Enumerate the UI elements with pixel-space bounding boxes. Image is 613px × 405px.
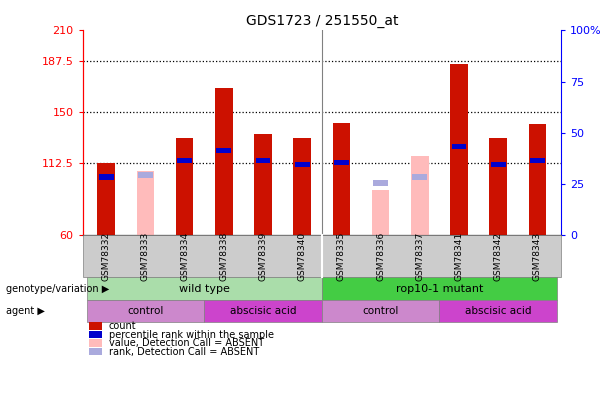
- Bar: [97, 163, 115, 235]
- Text: GSM78338: GSM78338: [219, 232, 229, 281]
- Bar: [413, 174, 427, 180]
- Bar: [294, 138, 311, 235]
- Text: count: count: [109, 321, 136, 331]
- Text: GSM78333: GSM78333: [141, 232, 150, 281]
- Text: GSM78337: GSM78337: [415, 232, 424, 281]
- Bar: [137, 171, 154, 235]
- Text: control: control: [128, 306, 164, 316]
- Bar: [176, 138, 194, 235]
- Bar: [295, 162, 310, 167]
- Text: abscisic acid: abscisic acid: [465, 306, 531, 316]
- Bar: [138, 172, 153, 178]
- Bar: [528, 124, 546, 235]
- Text: genotype/variation ▶: genotype/variation ▶: [6, 284, 109, 294]
- Title: GDS1723 / 251550_at: GDS1723 / 251550_at: [246, 14, 398, 28]
- Bar: [216, 148, 231, 153]
- Bar: [334, 160, 349, 165]
- Text: rop10-1 mutant: rop10-1 mutant: [396, 284, 483, 294]
- Text: GSM78335: GSM78335: [337, 232, 346, 281]
- Text: GSM78343: GSM78343: [533, 232, 542, 281]
- Bar: [373, 180, 388, 186]
- Bar: [215, 87, 233, 235]
- Bar: [491, 162, 506, 167]
- Text: percentile rank within the sample: percentile rank within the sample: [109, 330, 273, 339]
- Text: rank, Detection Call = ABSENT: rank, Detection Call = ABSENT: [109, 347, 259, 356]
- Text: GSM78334: GSM78334: [180, 232, 189, 281]
- Text: control: control: [362, 306, 399, 316]
- Bar: [452, 143, 466, 149]
- Bar: [254, 134, 272, 235]
- Text: GSM78340: GSM78340: [298, 232, 306, 281]
- Bar: [530, 158, 545, 163]
- Text: wild type: wild type: [179, 284, 230, 294]
- Bar: [372, 190, 389, 235]
- Bar: [256, 158, 270, 163]
- Bar: [411, 156, 428, 235]
- Text: GSM78332: GSM78332: [102, 232, 111, 281]
- Text: GSM78339: GSM78339: [259, 232, 267, 281]
- Bar: [450, 64, 468, 235]
- Bar: [99, 174, 114, 180]
- Bar: [489, 138, 507, 235]
- Text: GSM78342: GSM78342: [493, 232, 503, 281]
- Text: GSM78336: GSM78336: [376, 232, 385, 281]
- Text: value, Detection Call = ABSENT: value, Detection Call = ABSENT: [109, 338, 264, 348]
- Text: abscisic acid: abscisic acid: [230, 306, 296, 316]
- Text: agent ▶: agent ▶: [6, 306, 45, 316]
- Text: GSM78341: GSM78341: [454, 232, 463, 281]
- Bar: [333, 123, 350, 235]
- Bar: [177, 158, 192, 163]
